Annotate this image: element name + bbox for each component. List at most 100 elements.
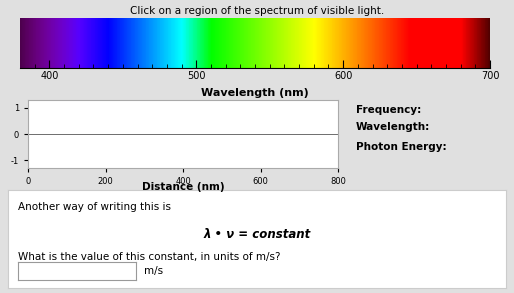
Text: Wavelength (nm): Wavelength (nm) bbox=[201, 88, 309, 98]
Bar bbox=[225, 18, 226, 68]
Bar bbox=[389, 18, 390, 68]
Text: Click on a region of the spectrum of visible light.: Click on a region of the spectrum of vis… bbox=[130, 6, 384, 16]
Bar bbox=[87, 18, 88, 68]
Bar bbox=[24, 18, 25, 68]
Bar bbox=[283, 18, 284, 68]
Bar bbox=[284, 18, 285, 68]
Bar bbox=[248, 18, 249, 68]
Bar bbox=[226, 18, 227, 68]
Bar bbox=[264, 18, 265, 68]
Bar bbox=[394, 18, 395, 68]
Bar bbox=[227, 18, 228, 68]
Bar bbox=[170, 18, 171, 68]
Bar bbox=[403, 18, 405, 68]
Bar bbox=[123, 18, 124, 68]
Bar bbox=[381, 18, 382, 68]
Bar bbox=[366, 18, 367, 68]
Bar bbox=[405, 18, 406, 68]
Bar bbox=[454, 18, 455, 68]
Bar bbox=[20, 18, 21, 68]
Bar bbox=[184, 18, 185, 68]
Bar bbox=[267, 18, 268, 68]
Bar bbox=[458, 18, 460, 68]
Bar bbox=[289, 18, 290, 68]
Bar bbox=[437, 18, 438, 68]
Bar bbox=[360, 18, 361, 68]
Bar bbox=[131, 18, 132, 68]
Bar bbox=[37, 18, 38, 68]
Bar bbox=[127, 18, 128, 68]
Bar bbox=[288, 18, 289, 68]
Bar bbox=[325, 18, 326, 68]
Bar bbox=[378, 18, 379, 68]
Bar bbox=[104, 18, 105, 68]
Bar bbox=[208, 18, 209, 68]
Bar bbox=[206, 18, 207, 68]
Bar bbox=[411, 18, 412, 68]
Bar bbox=[432, 18, 433, 68]
Bar bbox=[275, 18, 276, 68]
Bar bbox=[350, 18, 351, 68]
Bar bbox=[457, 18, 458, 68]
Bar bbox=[113, 18, 114, 68]
Bar bbox=[149, 18, 150, 68]
Bar bbox=[202, 18, 203, 68]
Bar bbox=[358, 18, 359, 68]
Bar bbox=[213, 18, 214, 68]
Bar bbox=[364, 18, 365, 68]
Bar bbox=[66, 18, 67, 68]
Bar bbox=[272, 18, 273, 68]
Bar bbox=[342, 18, 343, 68]
Bar bbox=[140, 18, 141, 68]
Bar bbox=[180, 18, 181, 68]
Bar bbox=[61, 18, 62, 68]
Bar bbox=[136, 18, 137, 68]
Bar bbox=[308, 18, 309, 68]
Bar bbox=[258, 18, 259, 68]
Bar bbox=[296, 18, 297, 68]
Bar bbox=[347, 18, 348, 68]
Bar bbox=[231, 18, 232, 68]
Bar bbox=[424, 18, 425, 68]
Bar bbox=[92, 18, 93, 68]
Bar bbox=[29, 18, 30, 68]
Bar bbox=[434, 18, 435, 68]
Bar bbox=[153, 18, 154, 68]
Bar bbox=[201, 18, 202, 68]
Bar bbox=[137, 18, 138, 68]
Bar bbox=[323, 18, 324, 68]
Bar bbox=[292, 18, 293, 68]
Bar bbox=[348, 18, 349, 68]
Bar bbox=[401, 18, 402, 68]
Bar bbox=[320, 18, 321, 68]
Bar bbox=[359, 18, 360, 68]
Bar bbox=[30, 18, 31, 68]
Bar bbox=[151, 18, 152, 68]
Bar bbox=[195, 18, 196, 68]
Bar bbox=[367, 18, 368, 68]
Bar bbox=[452, 18, 453, 68]
Bar bbox=[460, 18, 461, 68]
Bar bbox=[429, 18, 430, 68]
Bar bbox=[223, 18, 224, 68]
Bar bbox=[280, 18, 281, 68]
Bar bbox=[64, 18, 65, 68]
Bar bbox=[247, 18, 248, 68]
Bar bbox=[241, 18, 242, 68]
Bar bbox=[205, 18, 206, 68]
Bar bbox=[145, 18, 146, 68]
Bar bbox=[482, 18, 483, 68]
Bar bbox=[172, 18, 173, 68]
Bar bbox=[287, 18, 288, 68]
Text: Distance (nm): Distance (nm) bbox=[142, 182, 224, 192]
Bar bbox=[309, 18, 310, 68]
Bar bbox=[51, 18, 52, 68]
Bar bbox=[341, 18, 342, 68]
Bar bbox=[298, 18, 299, 68]
Bar bbox=[214, 18, 215, 68]
Bar bbox=[399, 18, 400, 68]
Bar bbox=[154, 18, 155, 68]
Bar bbox=[119, 18, 120, 68]
Bar bbox=[156, 18, 157, 68]
Bar bbox=[302, 18, 303, 68]
